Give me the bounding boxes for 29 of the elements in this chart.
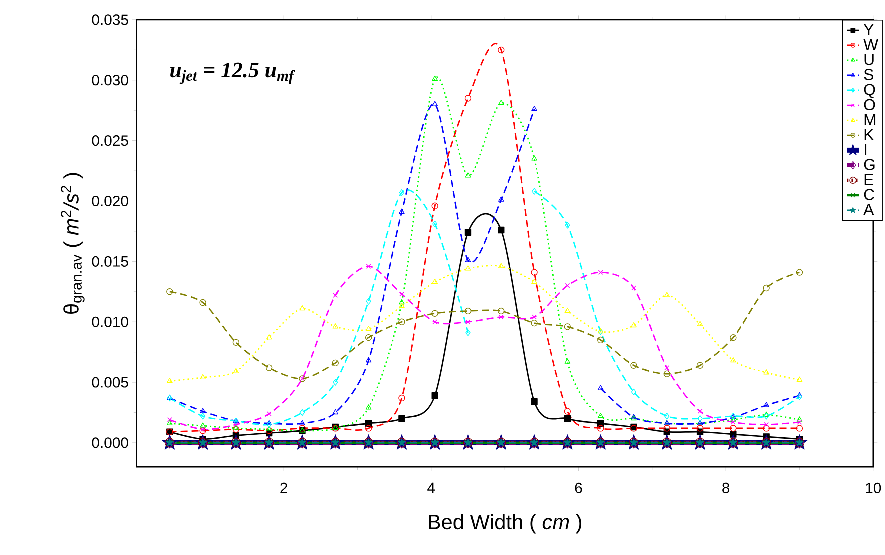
x-tick-label: 10 [866, 482, 882, 494]
y-tick-label: 0.005 [92, 377, 128, 388]
legend-label: K [864, 129, 874, 140]
y-tick-label: 0.000 [92, 438, 128, 448]
legend-label: S [864, 69, 874, 80]
legend-label: O [864, 99, 876, 111]
legend-label: I [865, 144, 867, 156]
y-tick-label: 0.035 [92, 14, 128, 26]
y-tick-label: 0.025 [92, 136, 128, 146]
legend-label: A [864, 204, 874, 216]
y-tick-label: 0.030 [92, 75, 128, 86]
legend-label: G [864, 159, 875, 170]
legend-label: E [864, 174, 874, 186]
x-tick-label: 6 [575, 482, 582, 494]
legend-label: U [864, 54, 874, 66]
annotation: u$_{jet}$ = 12.5 u$_{mf}$ [170, 62, 296, 84]
x-tick-label: 4 [428, 482, 436, 494]
y-tick-label: 0.010 [92, 316, 128, 328]
legend-label: W [864, 39, 879, 50]
legend-label: C [864, 189, 874, 200]
legend-label: M [864, 114, 876, 126]
y-axis-title: θ$_{gran.av}$ ( m$^{2}$/s$^{2}$ ) [61, 173, 85, 314]
legend-label: Y [864, 24, 874, 36]
x-tick-label: 8 [722, 482, 730, 494]
y-tick-label: 0.015 [92, 256, 128, 267]
legend-label: Q [864, 84, 876, 98]
y-tick-label: 0.020 [92, 196, 128, 207]
x-axis-title: Bed Width ( cm ) [429, 514, 582, 534]
x-tick-label: 2 [280, 482, 288, 494]
